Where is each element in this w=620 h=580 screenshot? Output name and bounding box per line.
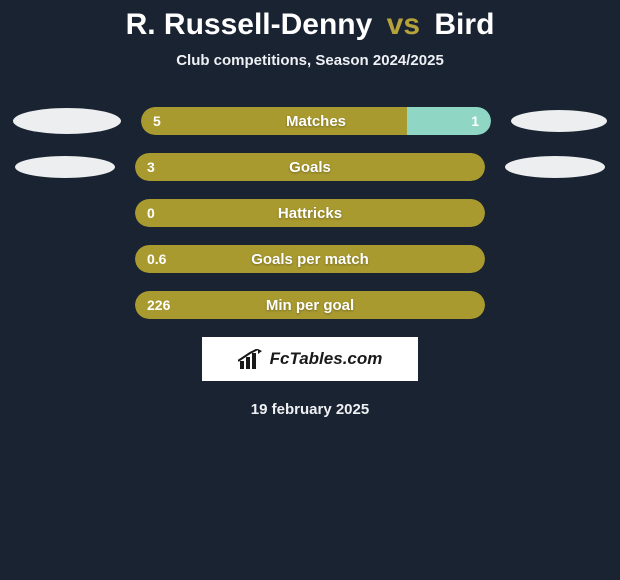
stat-bar-track: 0Hattricks bbox=[135, 199, 485, 227]
stat-bars: 5Matches1 3Goals 0Hattricks 0.6Goals per ma… bbox=[0, 107, 620, 319]
stat-bar-track: 226Min per goal bbox=[135, 291, 485, 319]
stat-label: Goals per match bbox=[135, 251, 485, 268]
player2-name: Bird bbox=[434, 8, 494, 41]
fctables-chart-icon bbox=[238, 349, 264, 369]
stat-label: Min per goal bbox=[135, 297, 485, 314]
stat-value-right: 1 bbox=[471, 113, 479, 129]
date-text: 19 february 2025 bbox=[0, 401, 620, 418]
stat-bar-track: 5Matches1 bbox=[141, 107, 491, 135]
stat-row: 3Goals bbox=[0, 153, 620, 181]
infographic-container: R. Russell-Denny vs Bird Club competitio… bbox=[0, 0, 620, 418]
page-title: R. Russell-Denny vs Bird bbox=[0, 8, 620, 42]
stat-row: 226Min per goal bbox=[0, 291, 620, 319]
stat-row: 0Hattricks bbox=[0, 199, 620, 227]
stat-bar-track: 0.6Goals per match bbox=[135, 245, 485, 273]
stat-row: 5Matches1 bbox=[0, 107, 620, 135]
team-oval-right bbox=[511, 110, 607, 132]
subtitle: Club competitions, Season 2024/2025 bbox=[0, 52, 620, 69]
stat-label: Hattricks bbox=[135, 205, 485, 222]
vs-text: vs bbox=[387, 8, 420, 41]
team-oval-left bbox=[13, 108, 121, 134]
team-oval-left bbox=[15, 156, 115, 178]
stat-bar-track: 3Goals bbox=[135, 153, 485, 181]
team-oval-right bbox=[505, 156, 605, 178]
stat-label: Goals bbox=[135, 159, 485, 176]
stat-row: 0.6Goals per match bbox=[0, 245, 620, 273]
logo-box: FcTables.com bbox=[202, 337, 418, 381]
player1-name: R. Russell-Denny bbox=[126, 8, 373, 41]
stat-label: Matches bbox=[141, 113, 491, 130]
logo-text: FcTables.com bbox=[270, 349, 383, 369]
